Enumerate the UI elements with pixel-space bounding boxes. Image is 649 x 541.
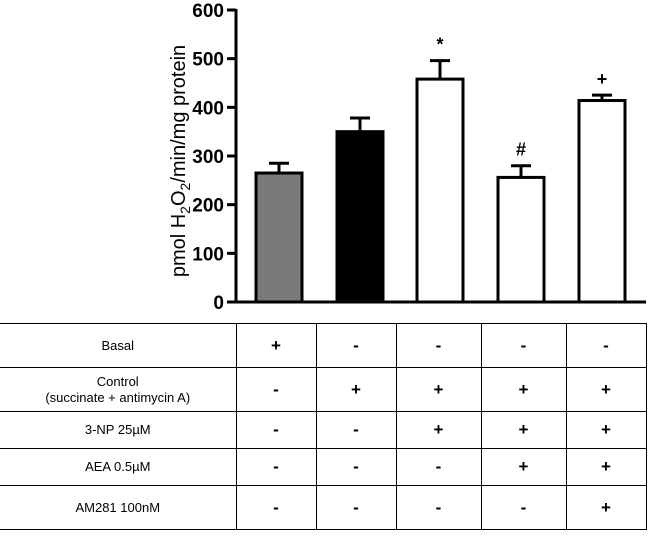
- condition-mark: +: [480, 367, 567, 412]
- significance-mark: *: [436, 35, 443, 55]
- condition-mark: -: [480, 485, 567, 530]
- y-axis-ticks: 0 100 200 300 400 500 600: [192, 1, 236, 314]
- bar: [254, 171, 304, 304]
- y-tick-label: 100: [192, 244, 224, 265]
- y-tick-label: 300: [192, 147, 224, 168]
- bar-chart: pmol H2O2/min/mg protein 010020030040050…: [168, 1, 646, 314]
- condition-mark: -: [565, 323, 647, 368]
- condition-mark: -: [315, 485, 397, 530]
- y-tick-label: 200: [192, 196, 224, 217]
- condition-mark: -: [315, 448, 397, 486]
- condition-mark: +: [565, 448, 647, 486]
- condition-mark: -: [395, 485, 482, 530]
- condition-row: 3-NP 25µM - - + + +: [0, 411, 647, 449]
- condition-label-line: (succinate + antimycin A): [45, 389, 191, 405]
- y-axis-label-subscript: 2: [177, 206, 193, 214]
- condition-row: AM281 100nM - - - - +: [0, 485, 647, 530]
- condition-mark: +: [395, 367, 482, 412]
- condition-mark: +: [565, 367, 647, 412]
- condition-mark: +: [395, 411, 482, 449]
- condition-row: Control (succinate + antimycin A) - + + + +: [0, 367, 647, 412]
- y-axis-label-part: pmol H: [168, 214, 190, 277]
- y-tick-label: 400: [192, 98, 224, 119]
- condition-label: AM281 100nM: [0, 485, 237, 530]
- condition-row: Basal + - - - -: [0, 323, 647, 368]
- condition-mark: +: [565, 485, 647, 530]
- condition-label-line: AEA 0.5µM: [85, 459, 151, 474]
- condition-label: Basal: [0, 323, 237, 368]
- condition-label-line: Basal: [101, 337, 135, 353]
- bar: [496, 175, 546, 304]
- bar: [577, 99, 627, 304]
- y-axis-label-part: O: [168, 190, 190, 206]
- y-axis-title: pmol H2O2/min/mg protein: [168, 45, 193, 277]
- significance-mark: +: [597, 69, 608, 89]
- conditions-table: Basal + - - - - Control (succinate + antimycin …: [0, 323, 647, 530]
- condition-row: AEA 0.5µM - - - + +: [0, 448, 647, 486]
- y-axis-label-subscript: 2: [177, 182, 193, 190]
- condition-mark: -: [235, 485, 317, 530]
- y-axis-label-part: /min/mg protein: [168, 45, 190, 183]
- significance-mark: #: [516, 140, 526, 160]
- condition-mark: -: [315, 411, 397, 449]
- condition-label: 3-NP 25µM: [0, 411, 237, 449]
- condition-mark: -: [315, 323, 397, 368]
- condition-mark: -: [395, 323, 482, 368]
- condition-mark: -: [235, 411, 317, 449]
- y-tick-label: 500: [192, 50, 224, 71]
- bar: [335, 130, 385, 304]
- condition-mark: +: [565, 411, 647, 449]
- condition-mark: -: [480, 323, 567, 368]
- condition-mark: -: [395, 448, 482, 486]
- y-tick-label: 0: [213, 293, 224, 314]
- bars: * # +: [254, 35, 627, 304]
- y-axis-label: pmol H2O2/min/mg protein: [168, 45, 193, 277]
- condition-mark: +: [315, 367, 397, 412]
- condition-label: AEA 0.5µM: [0, 448, 237, 486]
- condition-mark: -: [235, 448, 317, 486]
- condition-mark: +: [480, 411, 567, 449]
- y-tick-label: 600: [192, 1, 224, 22]
- condition-label-line: 3-NP 25µM: [84, 422, 151, 437]
- condition-mark: +: [235, 323, 317, 368]
- condition-label: Control (succinate + antimycin A): [0, 367, 237, 412]
- condition-mark: -: [235, 367, 317, 412]
- condition-label-line: AM281 100nM: [75, 499, 161, 515]
- condition-label-line: Control: [96, 373, 139, 389]
- condition-mark: +: [480, 448, 567, 486]
- bar: [415, 77, 465, 304]
